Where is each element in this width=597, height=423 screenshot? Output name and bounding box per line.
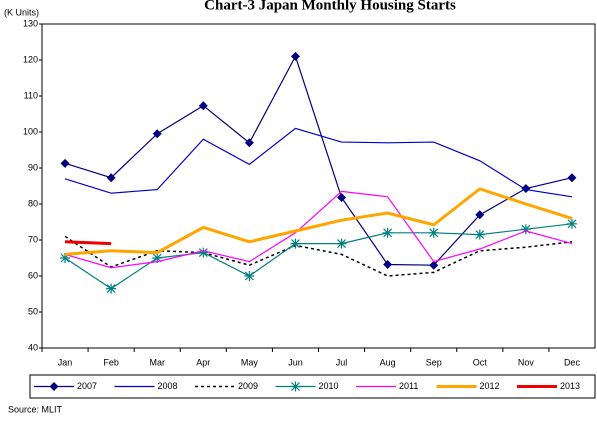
marker <box>521 184 531 194</box>
marker <box>475 210 485 220</box>
source-note: Source: MLIT <box>8 404 63 414</box>
x-tick-label: Jun <box>288 357 303 367</box>
x-tick-label: Oct <box>473 357 488 367</box>
marker <box>60 253 71 263</box>
legend-label: 2009 <box>238 381 258 391</box>
y-tick-label: 110 <box>24 90 38 100</box>
marker <box>290 381 301 392</box>
marker <box>244 138 254 148</box>
y-tick-label: 50 <box>28 306 38 316</box>
legend-label: 2010 <box>319 381 339 391</box>
legend-label: 2012 <box>480 381 500 391</box>
legend-label: 2008 <box>158 381 178 391</box>
series-line <box>64 187 573 256</box>
x-tick-label: Sep <box>426 357 442 367</box>
x-tick-label: Mar <box>149 357 165 367</box>
series-line <box>64 190 573 269</box>
marker <box>290 238 301 249</box>
marker <box>60 158 70 168</box>
marker <box>244 271 255 281</box>
x-tick-label: Nov <box>518 357 535 367</box>
marker <box>106 283 117 294</box>
marker <box>567 173 577 183</box>
marker <box>49 382 59 391</box>
marker <box>474 229 485 240</box>
x-tick-label: Aug <box>380 357 396 367</box>
x-tick-label: May <box>241 357 259 367</box>
marker <box>337 193 347 203</box>
y-tick-label: 100 <box>23 126 38 136</box>
marker <box>336 238 347 249</box>
series-line <box>64 54 573 266</box>
legend-label: 2007 <box>77 381 97 391</box>
y-tick-label: 70 <box>28 234 38 244</box>
legend-label: 2013 <box>560 381 580 391</box>
marker <box>106 173 116 183</box>
x-tick-label: Apr <box>196 357 210 367</box>
marker <box>566 218 577 229</box>
marker <box>428 227 439 238</box>
marker <box>382 227 393 238</box>
y-axis-label: (K Units) <box>4 7 39 17</box>
y-tick-label: 80 <box>28 198 38 208</box>
legend-frame <box>29 374 596 399</box>
x-tick-label: Dec <box>564 357 581 367</box>
marker <box>429 260 439 270</box>
series-line <box>64 223 573 290</box>
series-line <box>64 127 573 198</box>
chart-title: Chart-3 Japan Monthly Housing Starts <box>204 0 456 13</box>
plot-frame <box>41 23 596 349</box>
series-line <box>64 240 112 246</box>
marker <box>198 101 208 111</box>
y-tick-label: 40 <box>28 342 38 352</box>
x-tick-label: Feb <box>103 357 119 367</box>
x-tick-label: Jan <box>58 357 73 367</box>
marker <box>520 224 531 235</box>
marker <box>198 247 209 258</box>
y-tick-label: 60 <box>28 270 38 280</box>
marker <box>152 129 162 139</box>
marker <box>383 259 393 269</box>
marker <box>152 253 163 263</box>
marker <box>290 51 300 61</box>
y-tick-label: 90 <box>28 162 38 172</box>
y-tick-label: 130 <box>23 18 38 28</box>
legend-label: 2011 <box>399 381 418 391</box>
y-tick-label: 120 <box>23 54 38 64</box>
x-tick-label: Jul <box>336 357 348 367</box>
